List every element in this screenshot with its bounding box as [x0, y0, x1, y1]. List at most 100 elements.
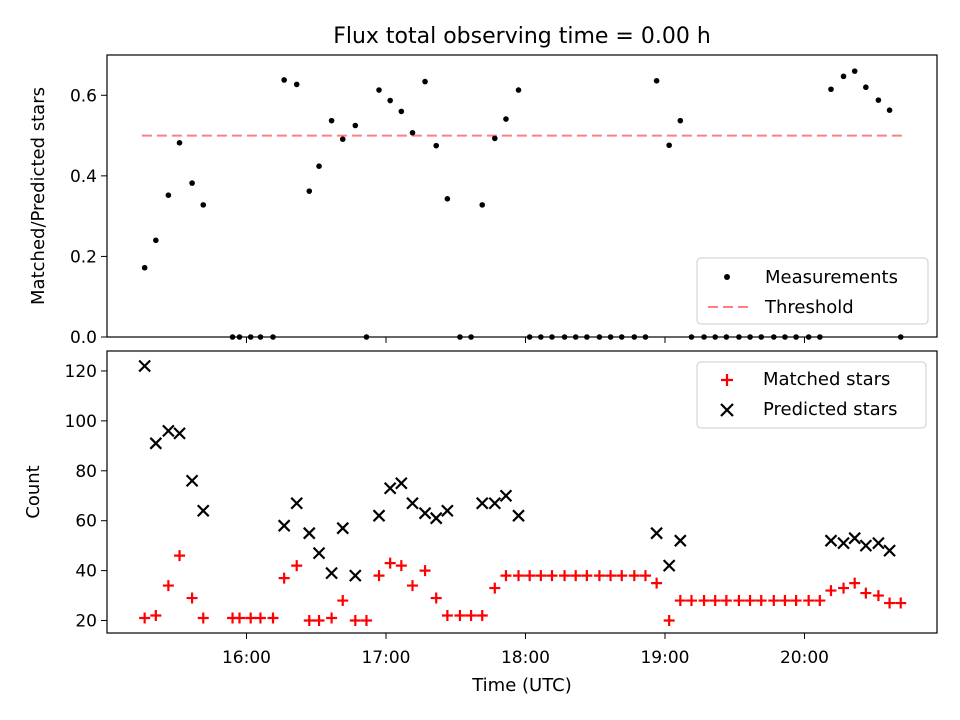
measurement-point [897, 334, 904, 340]
matched-point [395, 560, 407, 572]
predicted-point [650, 526, 663, 540]
measurement-point [176, 140, 183, 146]
matched-point [872, 590, 884, 602]
measurement-point [642, 334, 649, 340]
matched-point [663, 615, 675, 627]
matched-point [303, 615, 315, 627]
predicted-point [162, 424, 175, 438]
predicted-point [395, 476, 408, 490]
predicted-points [138, 359, 896, 582]
top-y-ticks: 0.0 0.2 0.4 0.6 [70, 86, 107, 348]
measurement-point [229, 334, 236, 340]
legend-threshold-label: Threshold [764, 297, 854, 318]
predicted-point [499, 489, 513, 503]
matched-point [895, 597, 907, 609]
x-axis-label: Time (UTC) [471, 675, 572, 696]
measurement-point [189, 180, 195, 186]
matched-point [384, 557, 396, 569]
matched-point [790, 595, 802, 607]
measurement-point [828, 86, 834, 93]
legend-measurements-marker [724, 274, 730, 280]
measurement-point [666, 142, 672, 149]
measurement-point [793, 334, 799, 340]
measurement-point [701, 334, 707, 340]
matched-point [162, 580, 174, 592]
predicted-point [824, 534, 838, 547]
measurement-point [712, 334, 719, 340]
measurement-point [817, 334, 823, 340]
matched-point [674, 595, 686, 607]
matched-point [709, 595, 721, 607]
chart-title: Flux total observing time = 0.00 h [333, 24, 711, 49]
measurement-point [503, 116, 509, 122]
predicted-point [185, 474, 199, 488]
matched-point [593, 570, 605, 582]
matched-point [373, 570, 385, 582]
matched-point [651, 577, 663, 589]
measurement-point [422, 78, 428, 85]
predicted-point [349, 569, 362, 582]
matched-point [349, 615, 361, 627]
measurement-point [270, 334, 276, 340]
measurement-point [631, 334, 638, 340]
bottom-legend: Matched stars Predicted stars [696, 361, 927, 429]
predicted-point [173, 427, 186, 440]
predicted-point [302, 526, 316, 540]
top-axes-frame [106, 54, 938, 338]
predicted-point [441, 504, 454, 517]
measurement-point [584, 334, 590, 340]
matched-point [430, 592, 442, 604]
measurement-point [723, 334, 730, 340]
measurement-point [491, 135, 498, 142]
measurement-point [141, 264, 148, 271]
measurement-point [653, 77, 660, 84]
predicted-point [872, 536, 885, 550]
measurement-point [339, 136, 346, 142]
matched-point [639, 570, 651, 582]
measurement-point [851, 68, 858, 74]
predicted-point [512, 509, 525, 522]
measurement-point [293, 81, 300, 88]
legend-predicted-label: Predicted stars [763, 399, 897, 420]
predicted-point [837, 536, 850, 550]
matched-point [860, 587, 872, 599]
bottom-y-ticks: 20 40 60 80 100 120 [65, 362, 107, 632]
matched-point [139, 612, 151, 624]
predicted-point [429, 511, 443, 525]
measurement-point [736, 334, 742, 340]
measurement-point [561, 334, 568, 340]
measurement-point [747, 334, 753, 340]
measurement-point [618, 334, 625, 340]
predicted-point [149, 437, 163, 450]
bottom-y-tick-label: 100 [65, 412, 97, 432]
top-y-tick-label: 0.0 [70, 328, 97, 348]
matched-point [326, 612, 338, 624]
predicted-point [312, 546, 326, 560]
measurement-point [398, 108, 405, 115]
predicted-point [859, 539, 873, 552]
matched-point [489, 582, 501, 594]
measurement-point [306, 188, 313, 194]
matched-point [360, 615, 372, 627]
measurement-point [526, 334, 533, 340]
measurement-point [257, 334, 264, 340]
predicted-point [406, 496, 419, 510]
measurement-point [376, 87, 382, 93]
measurement-point [281, 77, 287, 83]
matched-point [500, 570, 512, 582]
measurement-point [433, 142, 440, 149]
matched-points [139, 550, 907, 627]
measurement-point [572, 334, 579, 340]
matched-point [513, 570, 525, 582]
predicted-point [662, 559, 676, 572]
top-y-tick-label: 0.6 [70, 86, 97, 106]
bottom-y-tick-label: 40 [75, 562, 97, 582]
bottom-axes-frame [106, 350, 938, 634]
matched-point [768, 595, 780, 607]
predicted-point [883, 544, 896, 557]
legend-predicted-marker [720, 403, 734, 417]
top-y-tick-label: 0.2 [70, 247, 97, 267]
measurement-point [468, 334, 474, 340]
matched-point [234, 612, 246, 624]
predicted-point [138, 359, 151, 373]
